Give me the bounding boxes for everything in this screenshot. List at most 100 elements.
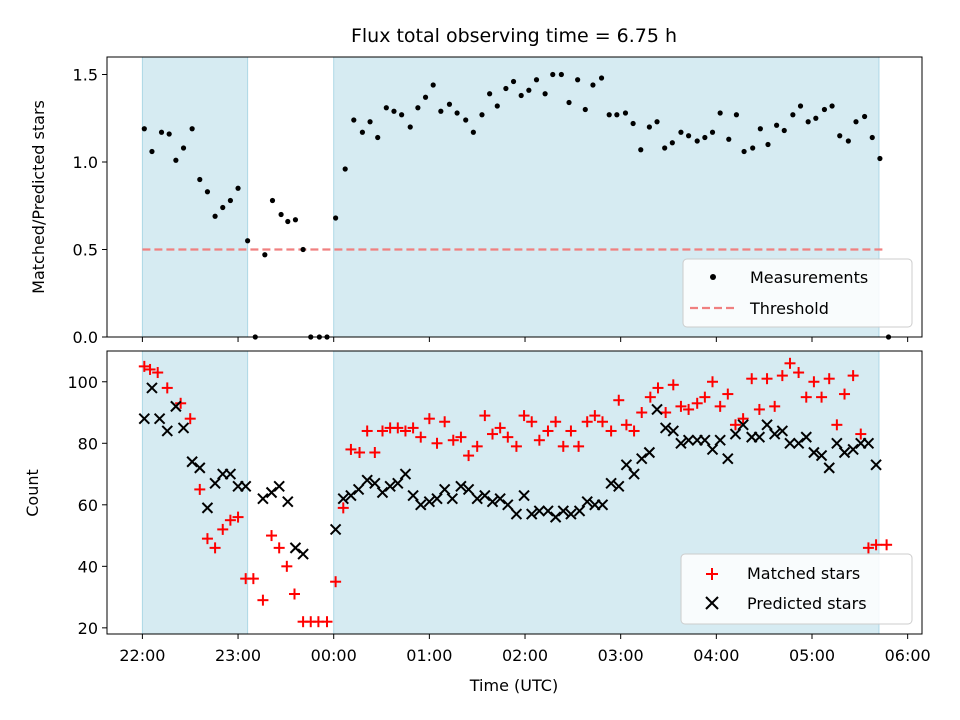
- measurement-point: [422, 94, 429, 100]
- matched-star-point: [369, 447, 381, 459]
- measurement-point: [550, 71, 556, 78]
- bottom-y-axis-ticks: 20 40 60 80 100: [67, 373, 107, 638]
- predicted-star-point: [838, 446, 851, 459]
- matched-star-point: [699, 391, 711, 403]
- measurement-point: [407, 124, 413, 130]
- predicted-star-point: [337, 492, 349, 505]
- matched-star-point: [247, 573, 259, 585]
- measurement-point: [446, 101, 453, 107]
- predicted-star-point: [431, 492, 443, 505]
- predicted-star-point: [239, 480, 252, 493]
- matched-star-point: [722, 388, 734, 400]
- x-stroke-2: [831, 437, 843, 449]
- legend-predicted-marker: [705, 596, 719, 610]
- matched-star-point: [761, 373, 773, 385]
- measurement-point: [869, 134, 875, 141]
- matched-star-point: [613, 394, 625, 406]
- measurement-point: [141, 126, 147, 132]
- x-stroke-2: [768, 428, 781, 440]
- x-stroke-2: [282, 496, 294, 508]
- measurement-point: [494, 103, 500, 109]
- top-legend-box: [682, 258, 913, 328]
- predicted-star-point: [361, 474, 373, 486]
- x-tick-label: 22:00: [119, 646, 165, 665]
- matched-star-point: [746, 373, 758, 385]
- matched-star-point: [337, 502, 349, 514]
- x-tick-label: 02:00: [502, 646, 548, 665]
- matched-star-point: [518, 410, 530, 422]
- matched-star-point: [257, 594, 269, 606]
- measurement-point: [837, 133, 843, 139]
- x-stroke-2: [761, 419, 773, 431]
- predicted-star-point: [153, 412, 166, 425]
- matched-star-point: [152, 367, 164, 379]
- matched-star-point: [855, 428, 867, 440]
- predicted-star-point: [542, 505, 554, 517]
- x-stroke-2: [224, 468, 237, 480]
- x-stroke-2: [345, 489, 357, 502]
- measurement-point: [829, 103, 835, 109]
- x-stroke-2: [800, 431, 812, 443]
- measurement-point: [805, 119, 811, 125]
- x-stroke-2: [699, 434, 711, 446]
- shaded-interval: [141, 350, 249, 635]
- x-stroke-2: [581, 496, 593, 508]
- matched-star-point: [800, 391, 812, 403]
- measurement-point: [558, 71, 564, 78]
- x-stroke-2: [792, 437, 805, 449]
- predicted-star-point: [138, 412, 151, 425]
- x-stroke-2: [462, 483, 475, 496]
- x-stroke-2: [186, 456, 198, 468]
- legend-matched-label: Matched stars: [747, 564, 860, 583]
- matched-star-point: [652, 382, 664, 394]
- predicted-star-point: [643, 446, 656, 459]
- predicted-star-point: [706, 443, 719, 456]
- measurement-point: [853, 119, 859, 125]
- matched-star-point: [573, 440, 585, 452]
- bottom-legend: Matched stars Predicted stars: [680, 553, 913, 625]
- measurement-point: [526, 87, 532, 93]
- matched-star-point: [184, 413, 196, 425]
- measurement-point: [415, 105, 421, 111]
- matched-star-point: [471, 440, 483, 452]
- predicted-star-point: [376, 486, 389, 499]
- x-stroke-2: [729, 428, 742, 440]
- top-y-axis-ticks: 0.0 0.5 1.0 1.5: [73, 66, 107, 347]
- matched-star-point: [675, 400, 687, 412]
- measurement-point: [821, 106, 828, 113]
- matched-star-point: [823, 373, 835, 385]
- chart-title: Flux total observing time = 6.75 h: [351, 25, 677, 47]
- x-stroke-2: [486, 496, 499, 508]
- measurement-point: [845, 138, 851, 144]
- x-stroke-2: [455, 480, 467, 493]
- predicted-star-point: [297, 548, 309, 560]
- x-stroke-2: [170, 400, 182, 413]
- x-stroke-2: [289, 542, 302, 554]
- x-stroke-2: [815, 449, 828, 462]
- predicted-star-point: [510, 508, 523, 520]
- bottom-legend-box: [680, 553, 913, 625]
- measurement-point: [813, 115, 819, 121]
- y-tick-label: 1.0: [73, 153, 98, 172]
- measurement-point: [717, 110, 723, 116]
- matched-star-point: [605, 425, 617, 437]
- predicted-star-point: [526, 508, 538, 520]
- predicted-star-point: [446, 492, 459, 505]
- matched-star-point: [423, 413, 435, 425]
- x-stroke-2: [257, 492, 269, 505]
- predicted-star-point: [737, 419, 749, 431]
- bottom-x-axis-ticks: 22:00 23:00 00:00 01:00 02:00 03:00 04:00 05:00…: [119, 634, 931, 665]
- measurement-point: [454, 110, 460, 116]
- measurement-point: [149, 148, 155, 155]
- measurement-point: [510, 78, 517, 85]
- matched-star-point: [161, 382, 173, 394]
- x-stroke-2: [620, 459, 633, 471]
- matched-star-point: [565, 425, 577, 437]
- predicted-star-point: [471, 492, 483, 505]
- x-stroke-2: [533, 505, 546, 517]
- matched-star-point: [784, 357, 796, 369]
- x-tick-label: 01:00: [406, 646, 452, 665]
- x-stroke-2: [722, 452, 734, 465]
- matched-star-point: [581, 416, 593, 428]
- y-tick-label: 40: [78, 557, 98, 576]
